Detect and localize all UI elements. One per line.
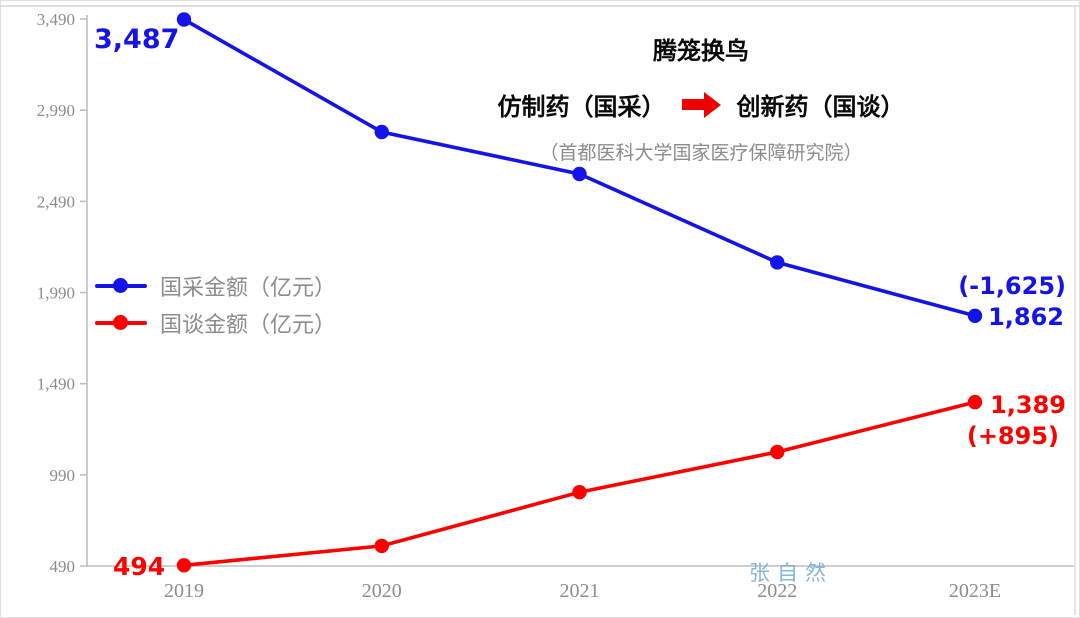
- y-tick-label: 990: [50, 466, 76, 485]
- right-arrow-icon: [681, 91, 721, 118]
- blue-change-label: (-1,625): [958, 272, 1066, 300]
- y-tick-label: 1,490: [37, 375, 75, 394]
- legend-item-guocai: 国采金额（亿元）: [95, 267, 336, 304]
- right-arrow-bar: [681, 99, 704, 110]
- data-point-guotan-2021: [572, 485, 587, 500]
- chart-title-block: 腾笼换鸟 仿制药（国采） 创新药（国谈） （首都医科大学国家医疗保障研究院）: [401, 31, 1001, 165]
- red-end-value-label: 1,389: [990, 391, 1066, 419]
- x-tick-label: 2023E: [949, 580, 1001, 602]
- blue-end-value-label: 1,862: [988, 303, 1064, 331]
- y-tick-label: 490: [50, 557, 76, 576]
- subtitle-right-text: 创新药（国谈）: [736, 93, 905, 121]
- chart-subtitle: 仿制药（国采） 创新药（国谈）: [401, 87, 1001, 122]
- series-line-guotan: [182, 400, 977, 568]
- data-point-guotan-2020: [374, 538, 389, 554]
- legend-label-guocai: 国采金额（亿元）: [160, 274, 337, 300]
- x-tick-label: 2020: [362, 580, 402, 602]
- legend-item-guotan: 国谈金额（亿元）: [95, 304, 336, 341]
- y-tick-label: 1,990: [37, 284, 75, 303]
- legend-label-guotan: 国谈金额（亿元）: [160, 311, 337, 337]
- data-point-guotan-2019: [176, 558, 192, 573]
- legend-marker-guotan: [95, 314, 147, 330]
- chart-source: （首都医科大学国家医疗保障研究院）: [539, 143, 863, 164]
- data-point-guotan-2022: [770, 444, 785, 460]
- data-point-guocai-2023E: [967, 308, 983, 323]
- chart-title: 腾笼换鸟: [653, 37, 749, 65]
- legend-dot-guotan: [113, 314, 128, 330]
- red-change-label: (+895): [966, 422, 1059, 450]
- subtitle-left-text: 仿制药（国采）: [497, 93, 666, 121]
- legend: 国采金额（亿元） 国谈金额（亿元）: [95, 267, 336, 341]
- x-tick-label: 2019: [164, 580, 204, 602]
- watermark: 张自然: [749, 561, 833, 585]
- y-tick-label: 2,490: [37, 192, 75, 211]
- y-tick-label: 3,490: [37, 10, 75, 29]
- red-start-value-label: 494: [113, 552, 166, 581]
- right-arrow-head: [703, 91, 721, 118]
- data-point-guocai-2020: [374, 124, 389, 140]
- data-point-guocai-2019: [176, 12, 192, 27]
- x-tick-label: 2022: [757, 580, 797, 602]
- data-point-guocai-2021: [572, 166, 587, 182]
- blue-start-value-label: 3,487: [94, 24, 180, 55]
- data-point-guotan-2023E: [967, 394, 983, 410]
- legend-marker-guocai: [95, 277, 147, 293]
- data-point-guocai-2022: [770, 255, 785, 270]
- x-tick-label: 2021: [560, 580, 600, 602]
- legend-dot-guocai: [113, 277, 128, 293]
- y-tick-label: 2,990: [37, 101, 75, 120]
